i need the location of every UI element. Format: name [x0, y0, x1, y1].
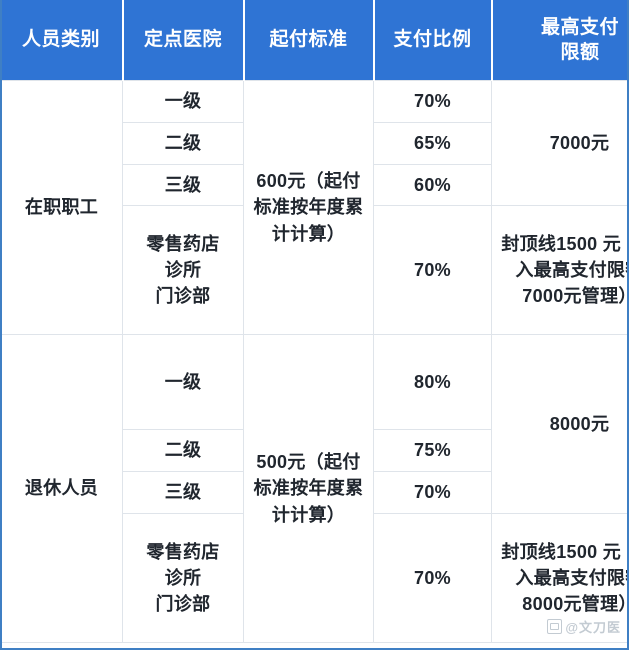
- table-header-row: 人员类别 定点医院 起付标准 支付比例 最高支付限额: [0, 0, 629, 81]
- header-payment-ratio: 支付比例: [373, 0, 493, 81]
- cell-cap-bottom-0: 封顶线1500 元（纳入最高支付限额7000元管理）: [491, 205, 629, 335]
- cell-cap-bottom-1: 封顶线1500 元（纳入最高支付限额8000元管理）: [491, 513, 629, 643]
- table-body: 在职职工 一级 600元（起付标准按年度累计计算） 70% 7000元 二级 6…: [0, 80, 629, 643]
- header-max-payment-limit: 最高支付 限额: [491, 0, 629, 81]
- cell-hospital-1-2: 三级: [122, 471, 244, 514]
- header-person-category-label: 人员类别: [21, 29, 100, 51]
- watermark: @文刀医: [547, 617, 621, 636]
- cell-cap-top-0: 7000元: [491, 80, 629, 206]
- table-row: 在职职工 一级 600元（起付标准按年度累计计算） 70% 7000元: [0, 80, 629, 335]
- cell-ratio-0-3: 70%: [373, 205, 492, 335]
- table-row: 退休人员 一级 500元（起付标准按年度累计计算） 80% 8000元: [0, 334, 629, 643]
- cell-ratio-0-0: 70%: [373, 80, 492, 123]
- watermark-text: @文刀医: [565, 620, 621, 635]
- cell-ratio-1-0: 80%: [373, 334, 492, 430]
- header-designated-hospital-label: 定点医院: [143, 29, 222, 51]
- header-deductible-standard-label: 起付标准: [269, 29, 348, 51]
- table-row: 二级 75%: [1, 429, 629, 472]
- table-row: 三级 60%: [1, 164, 629, 206]
- cell-hospital-0-2: 三级: [122, 164, 244, 206]
- cell-hospital-1-1: 二级: [122, 429, 244, 472]
- cell-ratio-1-2: 70%: [373, 471, 492, 514]
- cell-deductible-1: 500元（起付标准按年度累计计算）: [243, 334, 374, 643]
- cell-hospital-1-3: 零售药店 诊所 门诊部: [122, 513, 244, 643]
- cell-ratio-1-3: 70%: [373, 513, 492, 643]
- cell-ratio-0-2: 60%: [373, 164, 492, 206]
- header-max-payment-limit-label-line2: 限额: [560, 42, 600, 63]
- cell-hospital-1-0: 一级: [122, 334, 244, 430]
- table-row: 二级 65%: [1, 122, 629, 165]
- cell-ratio-1-1: 75%: [373, 429, 492, 472]
- cell-person-category-1: 退休人员: [0, 334, 123, 643]
- header-payment-ratio-label: 支付比例: [393, 29, 472, 51]
- header-deductible-standard: 起付标准: [243, 0, 375, 81]
- cell-ratio-0-1: 65%: [373, 122, 492, 165]
- cell-hospital-0-1: 二级: [122, 122, 244, 165]
- table-header: 人员类别 定点医院 起付标准 支付比例 最高支付限额: [0, 0, 629, 81]
- header-designated-hospital: 定点医院: [122, 0, 245, 81]
- app-logo-icon: [547, 619, 563, 634]
- cell-cap-top-1: 8000元: [491, 334, 629, 514]
- header-person-category: 人员类别: [0, 0, 124, 81]
- cell-hospital-0-0: 一级: [122, 80, 244, 123]
- header-max-payment-limit-label-line1: 最高支付: [540, 16, 619, 38]
- cell-hospital-0-3: 零售药店 诊所 门诊部: [122, 205, 244, 335]
- table-row: 三级 70%: [1, 471, 629, 514]
- cell-person-category-0: 在职职工: [0, 80, 123, 335]
- cell-deductible-0: 600元（起付标准按年度累计计算）: [243, 80, 374, 335]
